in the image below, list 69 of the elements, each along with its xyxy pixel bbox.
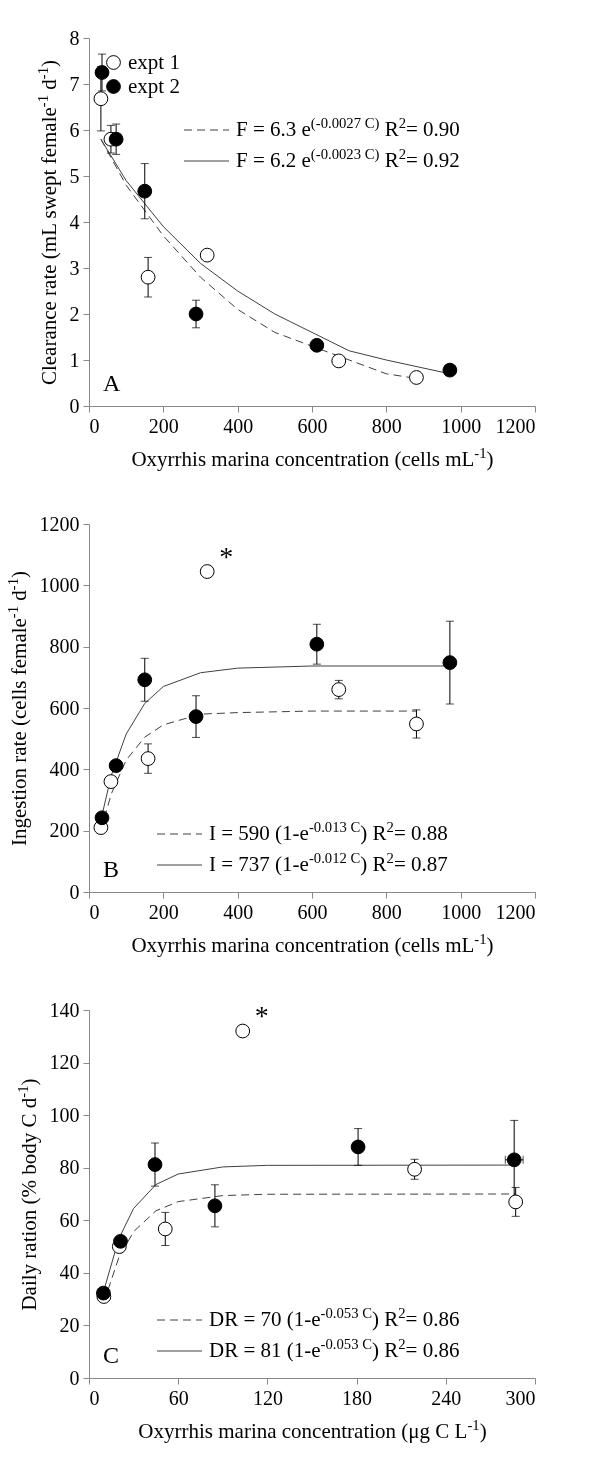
annotation: C — [103, 1342, 120, 1368]
y-tick-label: 0 — [69, 394, 80, 417]
point — [113, 1233, 128, 1249]
y-tick-label: 40 — [59, 1261, 80, 1284]
legend-label: I = 590 (1-e$^{-0.013 C}$) R$^{2}$= 0.88 — [209, 819, 448, 845]
y-tick-label: 60 — [59, 1208, 80, 1231]
point — [350, 1139, 366, 1155]
point — [157, 1221, 173, 1237]
y-tick-label: 600 — [49, 696, 80, 719]
x-tick-label: 180 — [342, 1386, 373, 1409]
annotation: A — [103, 370, 121, 396]
x-tick-label: 1200 — [495, 900, 536, 923]
y-tick-label: 140 — [49, 998, 80, 1021]
y-tick-label: 20 — [59, 1313, 80, 1336]
y-tick-label: 1 — [69, 348, 80, 371]
annotation: B — [103, 856, 120, 882]
y-tick-label: 0 — [69, 880, 80, 903]
y-tick-label: 400 — [49, 757, 80, 780]
x-tick-label: 800 — [371, 414, 402, 437]
y-tick-label: 800 — [49, 635, 80, 658]
x-tick-label: 1000 — [441, 414, 482, 437]
y-tick-label: 120 — [49, 1051, 80, 1074]
y-tick-label: 6 — [69, 118, 80, 141]
x-tick-label: 0 — [89, 414, 100, 437]
legend-label: expt 2 — [128, 73, 180, 98]
legend-label: expt 1 — [128, 49, 180, 74]
legend-label: F = 6.3 e$^{(-0.0027 C)}$ R$^{2}$= 0.90 — [236, 115, 460, 141]
legend-label: I = 737 (1-e$^{-0.012 C}$) R$^{2}$= 0.87 — [209, 850, 448, 876]
y-tick-label: 1200 — [39, 512, 80, 535]
annotation: * — [254, 1000, 269, 1032]
x-tick-label: 240 — [431, 1386, 462, 1409]
point — [235, 1023, 251, 1039]
y-tick-label: 200 — [49, 819, 80, 842]
y-tick-label: 1000 — [39, 573, 80, 596]
y-tick-label: 5 — [69, 164, 80, 187]
x-axis-title: Oxyrrhis marina concentration (cells mL$^{-1}$) — [131, 444, 494, 471]
point — [508, 1194, 524, 1210]
x-tick-label: 120 — [252, 1386, 283, 1409]
x-tick-label: 200 — [148, 900, 179, 923]
x-tick-label: 600 — [297, 414, 328, 437]
x-tick-label: 60 — [168, 1386, 189, 1409]
legend-label: DR = 81 (1-e$^{-0.053 C}$) R$^{2}$= 0.86 — [209, 1336, 460, 1362]
x-tick-label: 800 — [371, 900, 402, 923]
point — [506, 1152, 522, 1168]
x-axis-title: Oxyrrhis marina concentration (cells mL$^{-1}$) — [131, 930, 494, 957]
y-tick-label: 3 — [69, 256, 80, 279]
y-tick-label: 4 — [69, 210, 80, 233]
x-tick-label: 300 — [505, 1386, 536, 1409]
x-tick-label: 400 — [223, 900, 254, 923]
x-tick-label: 600 — [297, 900, 328, 923]
x-axis-title: Oxyrrhis marina concentration (μg C L$^{-1}$) — [138, 1416, 487, 1443]
y-tick-label: 8 — [69, 26, 80, 49]
y-tick-label: 7 — [69, 72, 80, 95]
point — [96, 1285, 111, 1301]
x-tick-label: 200 — [148, 414, 179, 437]
y-tick-label: 100 — [49, 1103, 80, 1126]
x-tick-label: 400 — [223, 414, 254, 437]
legend-label: DR = 70 (1-e$^{-0.053 C}$) R$^{2}$= 0.86 — [209, 1305, 460, 1331]
y-tick-label: 2 — [69, 302, 80, 325]
x-tick-label: 0 — [89, 900, 100, 923]
point — [207, 1198, 223, 1214]
y-tick-label: 0 — [69, 1366, 80, 1389]
legend-label: F = 6.2 e$^{(-0.0023 C)}$ R$^{2}$= 0.92 — [236, 146, 460, 172]
y-tick-label: 80 — [59, 1156, 80, 1179]
x-tick-label: 1200 — [495, 414, 536, 437]
x-tick-label: 1000 — [441, 900, 482, 923]
x-tick-label: 0 — [89, 1386, 100, 1409]
annotation: * — [219, 540, 234, 572]
point — [147, 1157, 163, 1172]
